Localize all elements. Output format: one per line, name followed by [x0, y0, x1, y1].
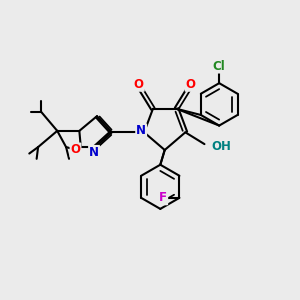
Text: N: N: [136, 124, 146, 137]
Text: N: N: [89, 146, 99, 159]
Text: O: O: [134, 78, 144, 91]
Text: O: O: [186, 78, 196, 91]
Text: O: O: [70, 143, 80, 157]
Text: OH: OH: [212, 140, 232, 153]
Text: Cl: Cl: [213, 60, 226, 73]
Text: F: F: [159, 191, 167, 204]
